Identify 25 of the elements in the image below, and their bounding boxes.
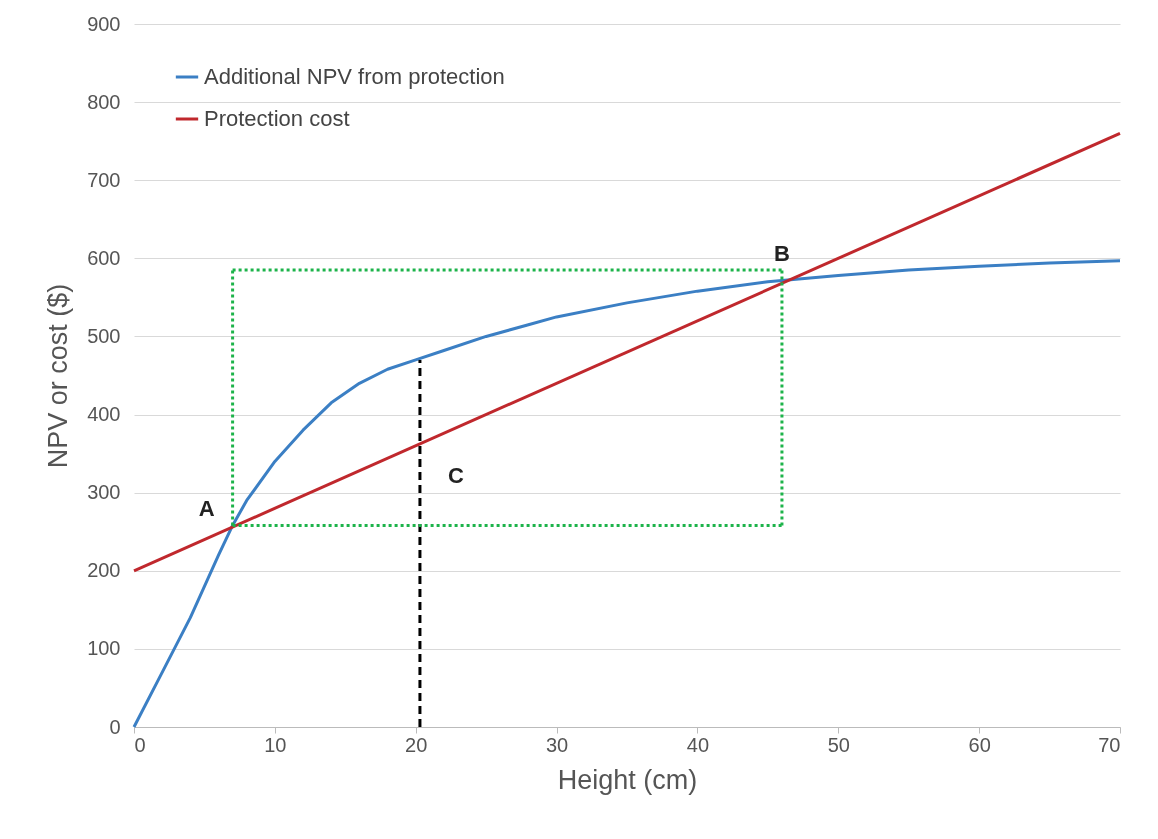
annotation: A: [198, 496, 215, 522]
x-tick-label: 70: [1098, 733, 1121, 756]
annotation: C: [447, 463, 464, 489]
y-tick-label: 200: [87, 559, 121, 582]
x-tick-label: 30: [545, 733, 569, 756]
y-tick-label: 600: [87, 246, 121, 269]
x-tick-label: 0: [134, 733, 146, 756]
y-tick-label: 800: [87, 90, 121, 113]
x-tick-label: 50: [827, 733, 850, 756]
x-axis-title: Height (cm): [557, 764, 698, 795]
y-tick-label: 100: [87, 637, 121, 660]
y-tick-label: 400: [87, 403, 121, 426]
y-tick-label: 300: [87, 481, 121, 504]
legend-label: Additional NPV from protection: [204, 64, 505, 89]
x-tick-label: 40: [686, 733, 710, 756]
y-tick-label: 0: [109, 715, 121, 738]
y-axis-title: NPV or cost ($): [43, 283, 74, 469]
y-tick-label: 900: [87, 12, 121, 35]
x-tick-label: 20: [405, 733, 428, 756]
y-tick-label: 700: [87, 168, 121, 191]
x-tick-label: 60: [968, 733, 991, 756]
x-tick-label: 10: [264, 733, 287, 756]
annotation: B: [774, 241, 790, 267]
y-tick-label: 500: [87, 324, 121, 347]
legend-label: Protection cost: [204, 106, 350, 131]
